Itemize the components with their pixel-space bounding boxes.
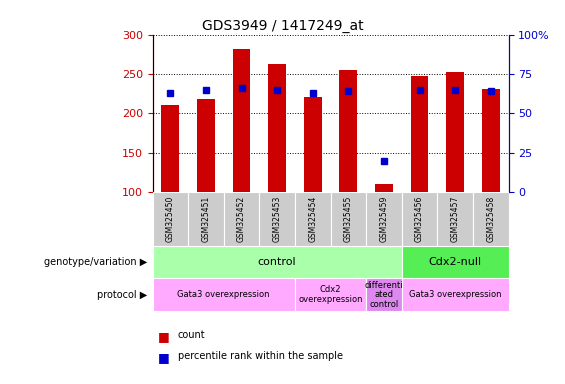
- Bar: [446, 71, 464, 192]
- Text: ■: ■: [158, 330, 170, 343]
- Bar: [437, 192, 473, 246]
- Text: control: control: [258, 257, 297, 267]
- Text: Gata3 overexpression: Gata3 overexpression: [177, 290, 270, 299]
- Text: GSM325452: GSM325452: [237, 196, 246, 242]
- Text: GSM325455: GSM325455: [344, 196, 353, 242]
- Text: GSM325453: GSM325453: [273, 196, 281, 242]
- Bar: [340, 70, 357, 192]
- Bar: [482, 89, 499, 192]
- Bar: [295, 278, 366, 311]
- Text: count: count: [178, 330, 206, 340]
- Bar: [153, 246, 402, 278]
- Bar: [375, 184, 393, 192]
- Text: GSM325454: GSM325454: [308, 196, 317, 242]
- Text: GSM325456: GSM325456: [415, 196, 424, 242]
- Bar: [197, 99, 215, 192]
- Bar: [366, 192, 402, 246]
- Bar: [304, 97, 321, 192]
- Text: genotype/variation ▶: genotype/variation ▶: [44, 257, 147, 267]
- Text: Gata3 overexpression: Gata3 overexpression: [409, 290, 501, 299]
- Text: differenti
ated
control: differenti ated control: [364, 281, 403, 309]
- Bar: [402, 246, 508, 278]
- Bar: [366, 278, 402, 311]
- Bar: [295, 192, 331, 246]
- Bar: [153, 192, 188, 246]
- Text: GSM325459: GSM325459: [380, 196, 388, 242]
- Text: GDS3949 / 1417249_at: GDS3949 / 1417249_at: [202, 19, 363, 33]
- Text: Cdx2-null: Cdx2-null: [428, 257, 482, 267]
- Bar: [402, 278, 508, 311]
- Text: percentile rank within the sample: percentile rank within the sample: [178, 351, 343, 361]
- Bar: [259, 192, 295, 246]
- Bar: [188, 192, 224, 246]
- Bar: [268, 64, 286, 192]
- Bar: [402, 192, 437, 246]
- Text: GSM325450: GSM325450: [166, 196, 175, 242]
- Text: GSM325457: GSM325457: [451, 196, 459, 242]
- Bar: [233, 49, 250, 192]
- Bar: [473, 192, 508, 246]
- Bar: [411, 76, 428, 192]
- Text: ■: ■: [158, 351, 170, 364]
- Bar: [331, 192, 366, 246]
- Text: GSM325451: GSM325451: [202, 196, 210, 242]
- Text: GSM325458: GSM325458: [486, 196, 495, 242]
- Bar: [224, 192, 259, 246]
- Text: Cdx2
overexpression: Cdx2 overexpression: [298, 285, 363, 304]
- Bar: [162, 106, 179, 192]
- Text: protocol ▶: protocol ▶: [97, 290, 147, 300]
- Bar: [153, 278, 295, 311]
